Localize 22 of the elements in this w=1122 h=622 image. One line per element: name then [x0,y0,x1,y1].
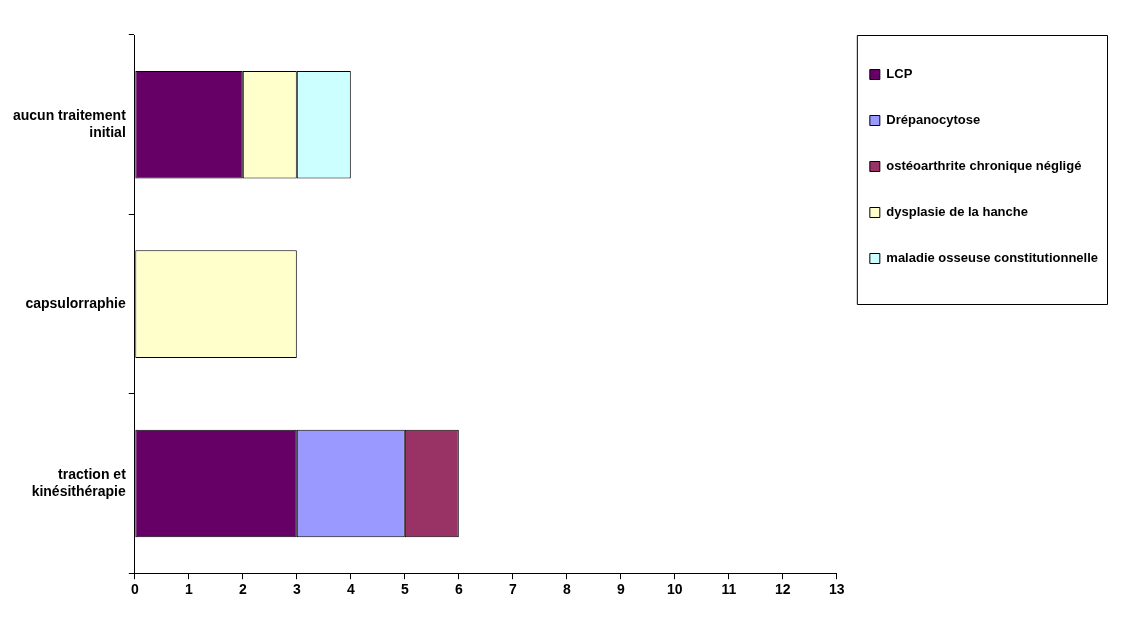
x-tick-label: 6 [454,581,463,598]
legend-label: maladie osseuse constitutionnelle [886,250,1098,266]
x-tick-label: 2 [238,581,247,598]
x-tick-label: 0 [130,581,139,598]
x-tick-label: 13 [829,581,845,598]
x-tick-label: 7 [508,581,517,598]
legend-label: dysplasie de la hanche [886,204,1028,220]
x-tick-label: 1 [184,581,193,598]
x-tick-label: 8 [562,581,571,598]
x-tick-label: 3 [292,581,301,598]
y-tick-label: traction et kinésithérapie [31,465,127,499]
x-tick-label: 9 [616,581,625,598]
y-tick-label: aucun traitement initial [12,107,127,140]
y-tick-label: capsulorraphie [25,294,126,311]
legend-label: Drépanocytose [886,112,981,128]
x-tick-label: 12 [775,581,791,598]
x-tick-label: 4 [346,581,355,598]
x-tick-label: 10 [667,581,683,598]
legend-label: ostéoarthrite chronique négligé [886,158,1082,174]
legend-label: LCP [886,66,913,82]
x-tick-label: 11 [721,581,737,598]
x-tick-label: 5 [400,581,409,598]
